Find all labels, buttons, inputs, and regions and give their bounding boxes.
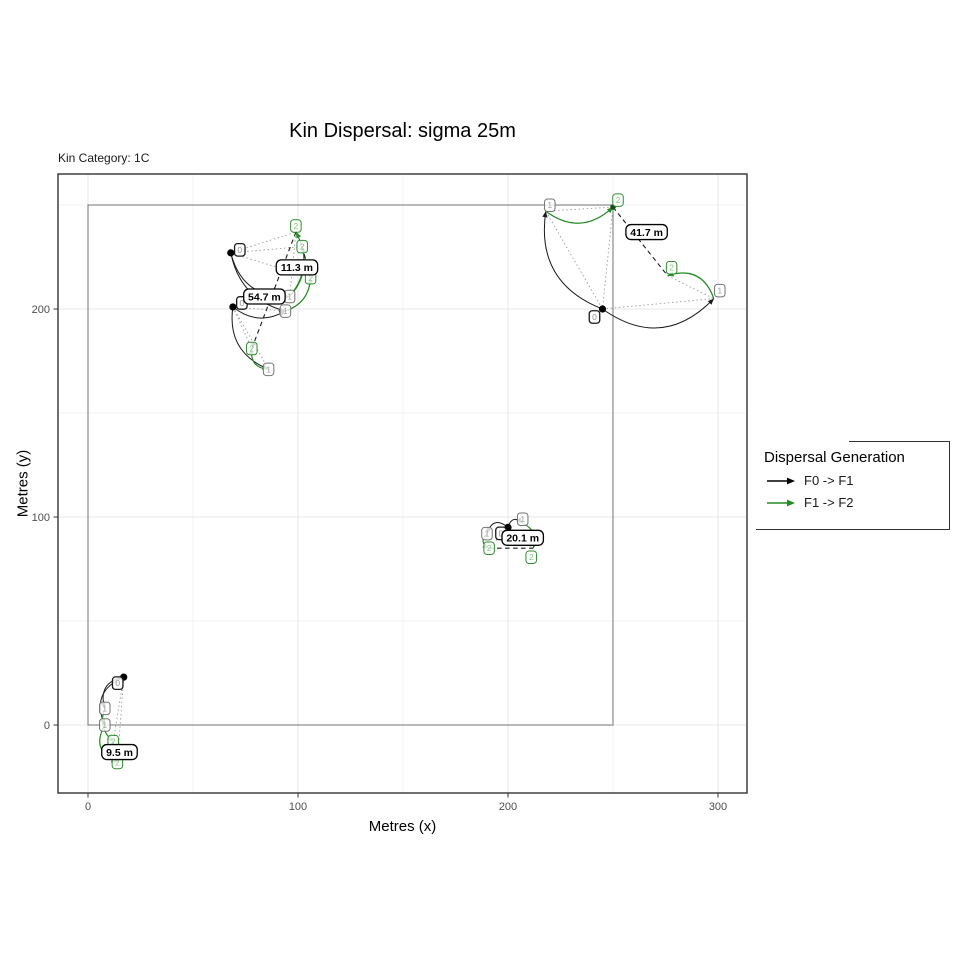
distance-label-box bbox=[501, 529, 545, 546]
dotted-kin-link bbox=[667, 275, 714, 300]
legend-entry-label: F1 -> F2 bbox=[804, 495, 854, 510]
generation-label: 1 bbox=[547, 200, 552, 210]
distance-label-box bbox=[625, 223, 668, 241]
generation-label: 2 bbox=[294, 221, 299, 231]
dotted-kin-link bbox=[230, 231, 297, 254]
generation-label: 2 bbox=[669, 263, 674, 273]
x-tick-label: 200 bbox=[499, 801, 517, 813]
generation-label: 1 bbox=[287, 292, 292, 302]
generation-label-box bbox=[665, 260, 678, 275]
f0-point-dot bbox=[229, 303, 237, 311]
f1-f2-dispersal-arrow-arrowhead bbox=[295, 232, 302, 239]
generation-label: 2 bbox=[308, 273, 313, 283]
generation-label-box bbox=[481, 526, 493, 541]
generation-label: 1 bbox=[520, 514, 525, 524]
dotted-kin-link bbox=[232, 306, 253, 349]
generation-label: 1 bbox=[266, 364, 271, 374]
generation-label-box bbox=[714, 283, 726, 298]
generation-label-box bbox=[612, 193, 624, 207]
generation-label-box bbox=[111, 676, 124, 691]
generation-label: 1 bbox=[102, 703, 107, 713]
dotted-kin-link bbox=[602, 207, 614, 310]
generation-label: 1 bbox=[102, 720, 107, 730]
generation-label: 2 bbox=[300, 242, 305, 252]
generation-label: 1 bbox=[485, 529, 490, 539]
generation-label: 1 bbox=[283, 306, 288, 316]
dotted-kin-link bbox=[545, 206, 614, 212]
x-tick-label: 0 bbox=[85, 801, 91, 813]
legend-entry: F0 -> F1 bbox=[766, 473, 949, 488]
generation-label-box bbox=[588, 310, 601, 324]
distance-label: 11.3 m bbox=[281, 262, 313, 274]
generation-label: 0 bbox=[499, 528, 504, 538]
x-tick-label: 300 bbox=[709, 801, 727, 813]
dotted-kin-link bbox=[230, 252, 311, 279]
y-tick-label: 0 bbox=[44, 720, 50, 732]
distance-label-box bbox=[101, 743, 138, 761]
distance-label: 20.1 m bbox=[506, 533, 539, 545]
generation-label: 0 bbox=[240, 298, 245, 308]
y-axis-title: Metres (y) bbox=[14, 449, 32, 518]
x-tick-label: 100 bbox=[289, 801, 307, 813]
y-tick-label: 200 bbox=[32, 304, 50, 316]
generation-label: 2 bbox=[111, 737, 116, 747]
generation-label-box bbox=[99, 701, 111, 716]
distance-dashed-line bbox=[612, 206, 669, 277]
legend-title: Dispersal Generation bbox=[764, 449, 905, 466]
generation-label: 2 bbox=[249, 344, 254, 354]
f0-f1-dispersal-arrow bbox=[602, 298, 715, 329]
page-title: Kin Dispersal: sigma 25m bbox=[289, 120, 516, 142]
generation-label-box bbox=[516, 512, 529, 526]
f0-f1-dispersal-arrow-arrowhead bbox=[542, 211, 548, 218]
generation-label-box bbox=[262, 362, 275, 377]
generation-label: 0 bbox=[115, 678, 120, 688]
f0-f1-dispersal-arrow-arrowhead bbox=[707, 298, 714, 305]
f0-f1-dispersal-arrow bbox=[231, 306, 269, 370]
panel-border bbox=[57, 173, 748, 794]
generation-label: 2 bbox=[487, 543, 492, 553]
generation-label-box bbox=[233, 242, 246, 257]
generation-label: 0 bbox=[237, 245, 242, 255]
generation-label: 2 bbox=[616, 195, 621, 205]
legend-arrow-icon bbox=[767, 499, 795, 506]
generation-label-box bbox=[544, 198, 556, 212]
plot-subtitle: Kin Category: 1C bbox=[58, 151, 150, 165]
generation-label-box bbox=[483, 541, 495, 555]
legend-entry-label: F0 -> F1 bbox=[804, 473, 854, 488]
f1-f2-dispersal-arrow bbox=[545, 206, 614, 224]
dotted-kin-link bbox=[112, 677, 125, 742]
generation-label: 2 bbox=[529, 552, 534, 562]
y-tick-label: 100 bbox=[32, 512, 50, 524]
f0-point-dot bbox=[598, 305, 607, 313]
distance-label: 54.7 m bbox=[248, 291, 281, 303]
legend-arrow-icon bbox=[767, 477, 795, 484]
generation-label-box bbox=[279, 304, 292, 318]
distance-label-box bbox=[243, 288, 286, 305]
dotted-kin-link bbox=[289, 231, 297, 297]
f0-f1-dispersal-arrow bbox=[543, 211, 603, 310]
f0-point-dot bbox=[227, 249, 235, 257]
legend: Dispersal Generation F0 -> F1 F1 -> F2 bbox=[756, 441, 950, 530]
x-axis-title: Metres (x) bbox=[368, 818, 437, 835]
generation-label-box bbox=[296, 239, 308, 254]
generation-label-box bbox=[290, 219, 302, 233]
generation-label-box bbox=[525, 550, 537, 564]
site-boundary-rect bbox=[87, 204, 614, 726]
generation-label-box bbox=[246, 341, 258, 356]
distance-label: 9.5 m bbox=[106, 747, 133, 759]
distance-label: 41.7 m bbox=[630, 227, 663, 239]
generation-label-box bbox=[99, 718, 111, 732]
legend-entries: F0 -> F1 F1 -> F2 bbox=[756, 473, 949, 510]
distance-label-box bbox=[275, 259, 319, 276]
generation-label: 2 bbox=[115, 757, 120, 767]
legend-entry: F1 -> F2 bbox=[766, 495, 949, 510]
generation-label: 1 bbox=[717, 286, 722, 296]
generation-label: 0 bbox=[592, 312, 597, 322]
